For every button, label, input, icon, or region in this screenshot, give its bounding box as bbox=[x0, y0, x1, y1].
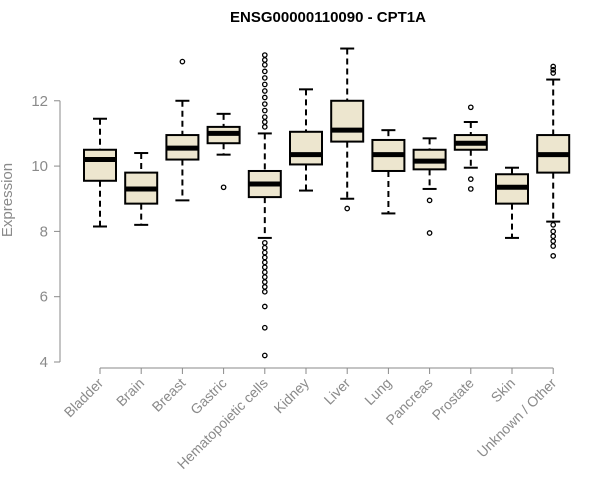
outlier-point bbox=[550, 253, 557, 259]
outlier-point bbox=[550, 228, 557, 235]
outlier-point bbox=[261, 288, 268, 295]
outlier-point bbox=[550, 66, 557, 73]
box-group bbox=[83, 117, 117, 228]
y-axis: 4 6 8 10 12 bbox=[31, 93, 61, 371]
plot-area bbox=[83, 47, 571, 359]
outlier-point bbox=[179, 58, 186, 65]
box-group bbox=[165, 58, 200, 202]
outlier-point bbox=[261, 303, 268, 310]
x-tick-label: Bladder bbox=[61, 375, 107, 421]
outlier-point bbox=[261, 62, 268, 68]
outlier-point bbox=[550, 70, 557, 76]
outlier-point bbox=[344, 205, 351, 212]
y-tick-label: 10 bbox=[31, 158, 48, 175]
y-tick-label: 8 bbox=[40, 223, 48, 240]
outlier-point bbox=[261, 244, 268, 251]
outlier-point bbox=[261, 284, 268, 290]
box-iqr bbox=[289, 130, 323, 166]
outlier-point bbox=[261, 88, 268, 94]
outlier-point bbox=[261, 68, 268, 75]
outlier-point bbox=[467, 176, 474, 182]
box-group bbox=[289, 88, 323, 192]
outlier-point bbox=[261, 107, 268, 114]
x-tick-label: Breast bbox=[149, 375, 189, 415]
outlier-point bbox=[426, 230, 433, 236]
outlier-point bbox=[261, 94, 268, 101]
outlier-point bbox=[261, 114, 268, 120]
outlier-point bbox=[550, 243, 557, 249]
y-tick-label: 6 bbox=[40, 289, 48, 306]
y-tick-label: 4 bbox=[40, 354, 48, 371]
outlier-point bbox=[550, 238, 557, 245]
outlier-point bbox=[261, 259, 268, 266]
outlier-point bbox=[261, 352, 268, 359]
y-tick-label: 12 bbox=[31, 93, 48, 110]
x-tick-label: Prostate bbox=[429, 375, 477, 423]
x-tick-label: Kidney bbox=[271, 375, 313, 417]
outlier-point bbox=[261, 264, 268, 271]
outlier-point bbox=[467, 186, 474, 192]
box-group bbox=[371, 129, 406, 215]
box-group bbox=[453, 104, 488, 192]
x-tick-label: Lung bbox=[361, 375, 394, 408]
box-group bbox=[124, 152, 159, 226]
outlier-point bbox=[550, 233, 557, 240]
outlier-point bbox=[220, 184, 227, 191]
outlier-point bbox=[261, 75, 268, 81]
outlier-point bbox=[261, 119, 268, 125]
outlier-point bbox=[261, 249, 268, 256]
chart-title: ENSG00000110090 - CPT1A bbox=[230, 9, 426, 26]
y-axis-label: Expression bbox=[0, 163, 16, 237]
box-group bbox=[330, 47, 365, 212]
outlier-point bbox=[261, 239, 268, 246]
box-group bbox=[495, 166, 529, 239]
box-group bbox=[206, 112, 241, 191]
outlier-point bbox=[550, 63, 557, 70]
outlier-point bbox=[261, 324, 268, 331]
outlier-point bbox=[426, 197, 433, 204]
outlier-point bbox=[467, 104, 474, 111]
box-iqr bbox=[83, 148, 117, 182]
outlier-point bbox=[261, 57, 268, 63]
outlier-point bbox=[261, 52, 268, 58]
box-group bbox=[536, 63, 571, 259]
outlier-point bbox=[261, 81, 268, 88]
outlier-point bbox=[261, 254, 268, 261]
outlier-point bbox=[261, 274, 268, 280]
outlier-point bbox=[261, 124, 268, 130]
x-tick-label: Brain bbox=[113, 375, 147, 409]
outlier-point bbox=[550, 222, 557, 228]
outlier-point bbox=[261, 101, 268, 107]
box-iqr bbox=[330, 99, 365, 143]
x-tick-label: Skin bbox=[488, 375, 519, 406]
box-group bbox=[412, 137, 447, 236]
box-group bbox=[247, 52, 282, 359]
outlier-point bbox=[261, 279, 268, 285]
outlier-point bbox=[261, 269, 268, 276]
x-tick-label: Liver bbox=[321, 375, 354, 408]
